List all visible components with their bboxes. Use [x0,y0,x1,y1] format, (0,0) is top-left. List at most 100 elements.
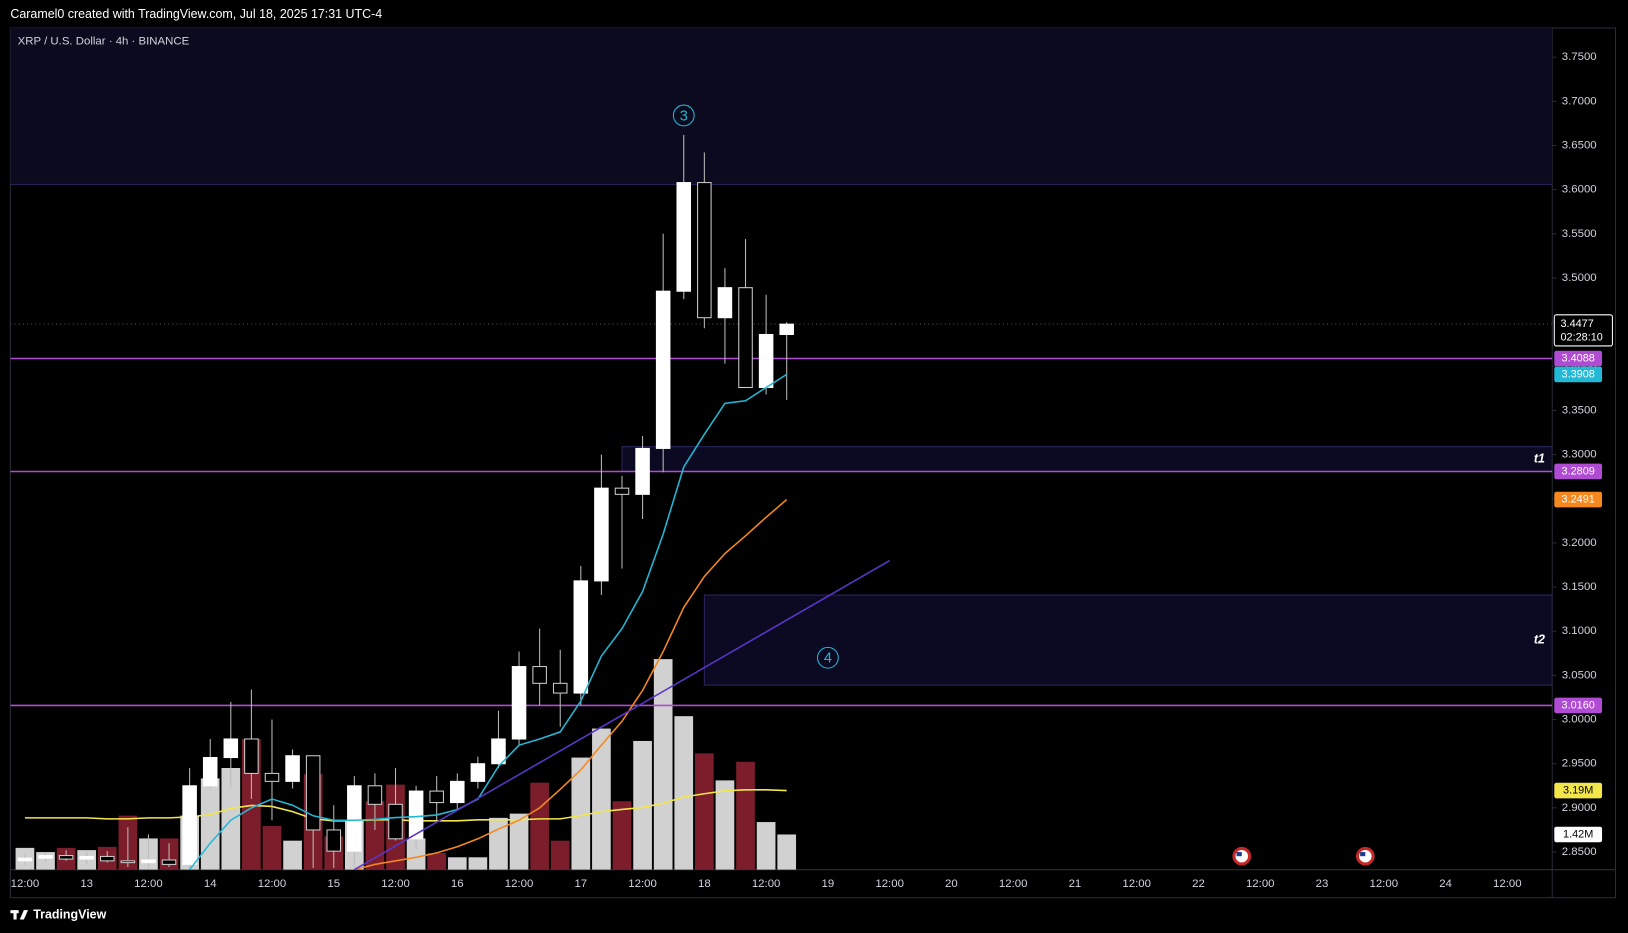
volume-bar [530,782,549,870]
moving-average [189,373,788,870]
candle-body [17,857,33,862]
volume-bar [695,753,714,870]
x-tick-label: 12:00 [875,878,904,890]
candle-body [100,855,115,862]
price-tag [1554,697,1603,714]
volume-bar [468,857,488,870]
candle-body [285,755,300,782]
volume-bar [674,716,694,870]
wave-label: 4 [824,651,832,667]
wave-marker [672,104,695,127]
volume-bar [550,840,570,870]
y-tick-label: 3.6000 [1562,184,1597,196]
price-tag [1554,782,1603,799]
candle-body [141,859,156,864]
x-tick-label: 12:00 [134,878,163,890]
y-tick-label: 3.4000 [1562,360,1597,372]
x-tick-label: 14 [204,878,217,890]
price-tag-label: 3.4088 [1562,352,1595,364]
wave-label: 3 [680,108,688,124]
volume-bar [653,659,673,870]
price-tag [1554,350,1603,367]
candle-body [326,829,342,852]
volume-bar [283,840,302,870]
price-tag-label: 3.2809 [1562,465,1595,477]
event-flag [1232,846,1252,866]
x-tick-label: 22 [1192,878,1205,890]
candle-body [58,855,74,860]
current-price: 3.4477 [1561,318,1594,330]
volume-bar [592,728,611,870]
x-tick-label: 12:00 [1122,878,1151,890]
y-tick-label: 2.8500 [1562,846,1597,858]
candle-body [532,666,547,684]
y-tick-label: 3.5000 [1562,272,1597,284]
x-tick-label: 20 [945,878,958,890]
y-tick-label: 3.6500 [1562,140,1597,152]
candle-body [511,666,527,740]
volume-bar [736,761,755,870]
price-tag-label: 3.0160 [1562,699,1595,711]
candle-body [79,855,94,860]
resistance-zone [10,28,1553,185]
y-tick-label: 3.5500 [1562,228,1597,240]
volume-bar [777,834,797,870]
y-tick-label: 3.7000 [1562,95,1597,107]
x-tick-label: 17 [574,878,587,890]
y-tick-label: 3.3000 [1562,449,1597,461]
volume-ma-line [24,789,787,822]
candle-body [202,757,218,787]
moving-average [354,498,788,870]
candle-body [450,780,465,804]
x-tick-label: 12:00 [1246,878,1275,890]
x-tick-label: 12:00 [11,878,40,890]
current-price-tag [1553,314,1613,347]
candle-body [429,790,444,804]
volume-bar [200,778,220,870]
y-tick-label: 3.3500 [1562,404,1597,416]
x-tick-label: 12:00 [258,878,287,890]
x-tick-label: 15 [327,878,340,890]
candle-body [779,323,794,336]
candle-body [367,785,383,805]
y-tick-label: 3.1000 [1562,625,1597,637]
x-tick-label: 13 [80,878,93,890]
x-tick-label: 12:00 [381,878,410,890]
x-tick-label: 16 [451,878,464,890]
wave-marker [816,646,839,669]
y-tick-label: 2.9500 [1562,758,1597,770]
volume-bar [406,838,426,870]
y-tick-label: 3.0000 [1562,714,1597,726]
candle-body [738,287,753,388]
candle-body [594,487,609,582]
candle-body [758,333,774,388]
candle-body [38,855,53,859]
event-flag [1355,846,1375,866]
header: Caramel0 created with TradingView.com, J… [10,7,382,21]
target-zone [703,594,1553,686]
volume-bar [756,822,776,870]
volume-bar [221,767,241,870]
candle-body [347,785,362,852]
volume-bar [715,780,735,870]
candle-body [223,738,239,759]
candle-body [388,803,403,840]
candle-body [655,290,671,449]
volume-bar [633,740,652,870]
zone-label: t2 [1534,632,1545,646]
volume-bar [612,801,632,870]
candle-body [552,682,568,694]
countdown: 02:28:10 [1561,332,1603,344]
trend-line [353,559,891,870]
price-tag-label: 3.3908 [1562,368,1595,380]
candle-body [614,487,630,495]
target-zone [621,446,1553,472]
chart-title: XRP / U.S. Dollar · 4h · BINANCE [18,36,190,48]
price-tag [1554,491,1603,508]
candle-body [244,738,259,774]
volume-bar [447,857,467,870]
candle-body [635,447,650,495]
x-tick-label: 18 [698,878,711,890]
